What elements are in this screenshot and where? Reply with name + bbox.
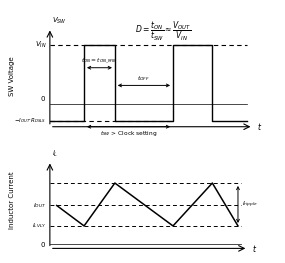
Text: $D = \dfrac{t_{ON}}{t_{SW}} \approx \dfrac{V_{OUT}}{V_{IN}}$: $D = \dfrac{t_{ON}}{t_{SW}} \approx \dfr… [135,19,192,43]
Text: $V_{IN}$: $V_{IN}$ [35,40,46,50]
Text: $-I_{OUT}{\cdot}R_{DSLS}$: $-I_{OUT}{\cdot}R_{DSLS}$ [15,116,46,125]
Text: $0$: $0$ [40,240,46,249]
Text: $t_{ON} = t_{ON\_MIN}$: $t_{ON} = t_{ON\_MIN}$ [81,57,118,65]
Text: $I_{OUT}$: $I_{OUT}$ [33,201,46,210]
Text: $I_{LVLY}$: $I_{LVLY}$ [32,221,46,230]
Text: $i_L$: $i_L$ [52,148,58,159]
Text: $V_{SW}$: $V_{SW}$ [52,16,66,26]
Text: $I_{ripple}$: $I_{ripple}$ [242,199,258,210]
Text: $t$: $t$ [252,243,257,254]
Text: $t$: $t$ [257,121,262,132]
Text: Inductor Current: Inductor Current [9,171,15,229]
Text: $t_{OFF}$: $t_{OFF}$ [137,74,150,83]
Text: $t_{SW}$ > Clock setting: $t_{SW}$ > Clock setting [100,129,157,138]
Text: SW Voltage: SW Voltage [9,57,15,96]
Text: $0$: $0$ [40,94,46,103]
